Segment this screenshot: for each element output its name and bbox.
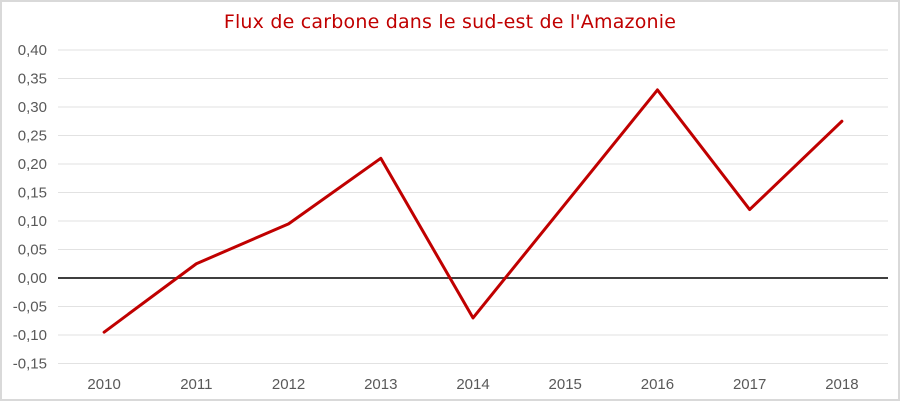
x-tick-label: 2012 [272, 376, 305, 393]
x-tick-label: 2011 [180, 376, 212, 393]
chart-title: Flux de carbone dans le sud-est de l'Ama… [223, 11, 677, 33]
y-tick-label: 0,00 [18, 270, 47, 287]
x-tick-label: 2015 [549, 376, 582, 393]
y-tick-label: 0,10 [18, 213, 47, 230]
x-tick-label: 2013 [364, 376, 397, 393]
y-tick-label: 0,40 [18, 42, 47, 59]
y-tick-label: -0,05 [13, 299, 47, 316]
y-tick-label: 0,15 [18, 185, 47, 202]
y-tick-label: -0,15 [13, 356, 47, 373]
data-line [102, 88, 844, 334]
x-tick-label: 2010 [87, 376, 120, 393]
x-tick-label: 2017 [733, 376, 766, 393]
x-tick-label: 2018 [825, 376, 858, 393]
y-tick-label: 0,30 [18, 99, 47, 116]
x-tick-label: 2014 [456, 376, 489, 393]
y-tick-label: 0,25 [18, 128, 47, 145]
y-tick-label: 0,35 [18, 71, 47, 88]
y-tick-label: -0,10 [13, 327, 47, 344]
y-tick-label: 0,20 [18, 156, 47, 173]
x-tick-label: 2016 [641, 376, 674, 393]
y-tick-label: 0,05 [18, 242, 47, 259]
